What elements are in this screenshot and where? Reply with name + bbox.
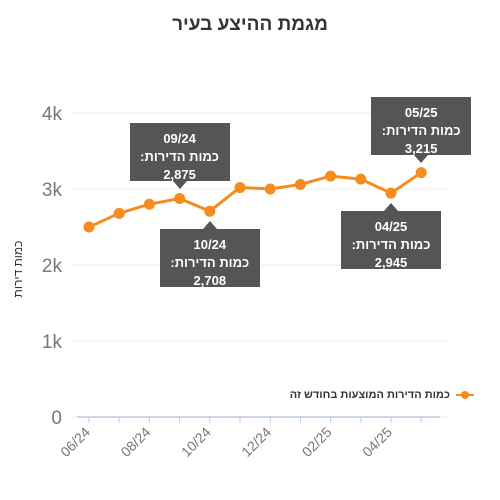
data-point — [294, 178, 306, 190]
x-tick-label: 02/25 — [299, 424, 335, 460]
x-tick-label: 10/24 — [178, 424, 214, 460]
data-point — [174, 193, 186, 204]
y-tick-label: 1k — [42, 332, 63, 353]
x-tick-label: 12/24 — [238, 424, 274, 460]
x-tick-label: 04/25 — [359, 424, 395, 460]
callout-0924: 09/24 כמות הדירות: 2,875 — [129, 122, 230, 189]
legend: כמות הדירות המוצעות בחודש זה — [290, 389, 474, 401]
data-point — [355, 173, 367, 185]
callout-label: כמות הדירות: — [170, 255, 250, 271]
callout-label: כמות הדירות: — [140, 148, 220, 164]
legend-marker-icon — [456, 390, 474, 400]
y-tick-label: 2k — [42, 256, 63, 277]
callout-1024: 10/24 כמות הדירות: 2,708 — [159, 221, 260, 289]
data-point — [264, 183, 276, 195]
y-tick-label: 0 — [51, 408, 62, 429]
callout-period: 09/24 — [163, 130, 196, 146]
callout-value: 2,708 — [193, 273, 227, 289]
y-tick-label: 4k — [42, 104, 63, 125]
callout-period: 05/25 — [404, 104, 438, 120]
data-point — [113, 207, 125, 219]
data-point — [204, 205, 216, 217]
x-axis: 06/24 08/24 10/24 12/24 02/25 04/25 — [57, 416, 440, 460]
y-axis-ticks: 0 1k 2k 3k 4k — [42, 104, 63, 429]
y-axis-label: כמות דירות — [11, 240, 25, 298]
callout-period: 04/25 — [374, 219, 408, 235]
callout-label: כמות הדירות: — [351, 237, 431, 253]
x-tick-label: 06/24 — [57, 424, 93, 460]
callout-0525: 05/25 כמות הדירות: 3,215 — [371, 96, 472, 163]
series-layer — [83, 167, 427, 233]
x-tick-label: 08/24 — [117, 424, 153, 460]
data-point — [415, 167, 427, 179]
data-point — [143, 198, 155, 210]
data-point — [385, 187, 397, 199]
callout-period: 10/24 — [193, 237, 227, 253]
callout-value: 3,215 — [404, 140, 438, 156]
callout-label: כמות הדירות: — [381, 122, 461, 138]
data-point — [325, 170, 337, 182]
legend-label: כמות הדירות המוצעות בחודש זה — [289, 389, 450, 401]
y-tick-label: 3k — [42, 180, 63, 201]
data-point — [234, 181, 246, 193]
chart-title: מגמת ההיצע בעיר — [172, 14, 328, 35]
data-point — [83, 221, 95, 233]
callout-value: 2,945 — [374, 255, 408, 271]
callout-0425: 04/25 כמות הדירות: 2,945 — [341, 203, 441, 271]
callout-value: 2,875 — [163, 166, 196, 182]
